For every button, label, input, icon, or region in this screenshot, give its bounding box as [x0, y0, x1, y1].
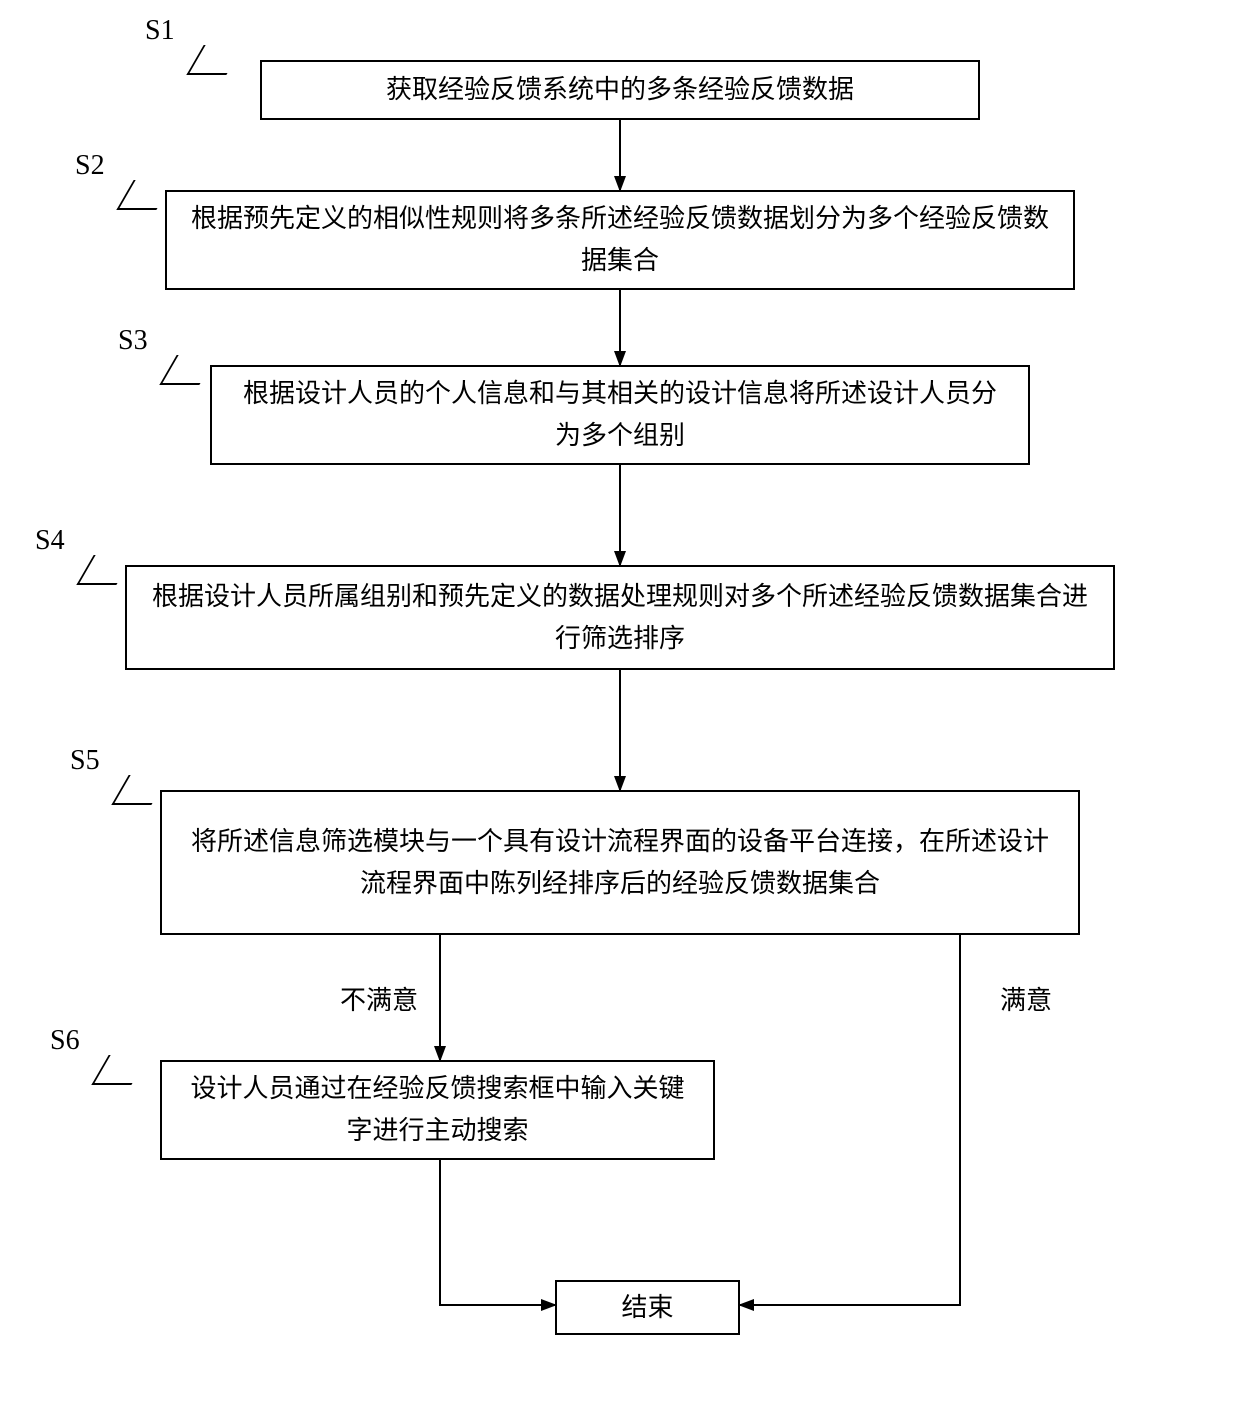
node-text: 根据设计人员所属组别和预先定义的数据处理规则对多个所述经验反馈数据集合进行筛选排…	[147, 576, 1093, 659]
step-label-s6: S6	[50, 1025, 80, 1057]
node-s4: 根据设计人员所属组别和预先定义的数据处理规则对多个所述经验反馈数据集合进行筛选排…	[125, 565, 1115, 670]
node-text: 根据预先定义的相似性规则将多条所述经验反馈数据划分为多个经验反馈数据集合	[187, 198, 1053, 281]
node-text: 结束	[621, 1287, 673, 1329]
node-text: 获取经验反馈系统中的多条经验反馈数据	[386, 69, 854, 111]
node-end: 结束	[555, 1280, 740, 1335]
node-s2: 根据预先定义的相似性规则将多条所述经验反馈数据划分为多个经验反馈数据集合	[165, 190, 1075, 290]
step-tick-icon	[91, 1055, 148, 1085]
step-label-s2: S2	[75, 150, 105, 182]
node-s6: 设计人员通过在经验反馈搜索框中输入关键字进行主动搜索	[160, 1060, 715, 1160]
step-label-s3: S3	[118, 325, 148, 357]
step-label-s5: S5	[70, 745, 100, 777]
edge-label-satisfied: 满意	[1000, 980, 1052, 1017]
node-text: 设计人员通过在经验反馈搜索框中输入关键字进行主动搜索	[182, 1068, 693, 1151]
step-tick-icon	[186, 45, 243, 75]
node-s5: 将所述信息筛选模块与一个具有设计流程界面的设备平台连接，在所述设计流程界面中陈列…	[160, 790, 1080, 935]
node-s3: 根据设计人员的个人信息和与其相关的设计信息将所述设计人员分为多个组别	[210, 365, 1030, 465]
flowchart-canvas: 获取经验反馈系统中的多条经验反馈数据 根据预先定义的相似性规则将多条所述经验反馈…	[0, 0, 1240, 1410]
step-label-s4: S4	[35, 525, 65, 557]
node-text: 将所述信息筛选模块与一个具有设计流程界面的设备平台连接，在所述设计流程界面中陈列…	[182, 821, 1058, 904]
step-tick-icon	[159, 355, 216, 385]
node-text: 根据设计人员的个人信息和与其相关的设计信息将所述设计人员分为多个组别	[232, 373, 1008, 456]
node-s1: 获取经验反馈系统中的多条经验反馈数据	[260, 60, 980, 120]
edge-label-unsatisfied: 不满意	[340, 980, 418, 1017]
step-label-s1: S1	[145, 15, 175, 47]
